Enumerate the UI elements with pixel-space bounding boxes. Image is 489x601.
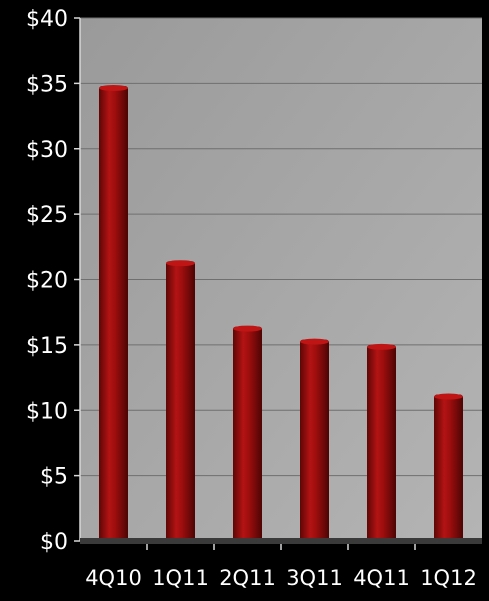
bar-2q11: [233, 326, 262, 541]
bar-1q11: [166, 261, 195, 541]
y-axis-ticks: $0 $5 $10 $15 $20 $25 $30 $35 $40: [26, 7, 80, 555]
bar-4q11: [367, 344, 396, 541]
bar-cap: [166, 260, 195, 267]
y-tick-label: $25: [26, 203, 68, 228]
x-tick-label: 2Q11: [219, 566, 276, 590]
bar-4q10: [99, 85, 128, 542]
y-tick-label: $35: [26, 72, 68, 97]
bars: [99, 84, 463, 542]
x-tick-label: 1Q12: [420, 566, 477, 590]
y-tick-label: $5: [40, 465, 68, 490]
bar-cap: [434, 393, 463, 400]
x-tick-label: 1Q11: [152, 566, 209, 590]
x-tick-label: 3Q11: [286, 566, 343, 590]
bar-1q12: [434, 394, 463, 541]
bar-cap: [233, 325, 262, 332]
bar-3q11: [300, 339, 329, 541]
bar-cap: [300, 338, 329, 345]
x-axis-floor: [80, 538, 482, 544]
y-tick-label: $40: [26, 7, 68, 32]
x-tick-label: 4Q11: [353, 566, 410, 590]
y-tick-label: $15: [26, 334, 68, 359]
y-tick-label: $0: [40, 530, 68, 555]
bar-cap: [367, 343, 396, 350]
bar-cap: [99, 84, 128, 91]
y-tick-label: $10: [26, 399, 68, 424]
x-tick-label: 4Q10: [85, 566, 142, 590]
x-axis-ticks: 4Q10 1Q11 2Q11 3Q11 4Q11 1Q12: [85, 544, 477, 590]
y-tick-label: $30: [26, 138, 68, 163]
y-tick-label: $20: [26, 269, 68, 294]
gridlines: [80, 17, 482, 477]
